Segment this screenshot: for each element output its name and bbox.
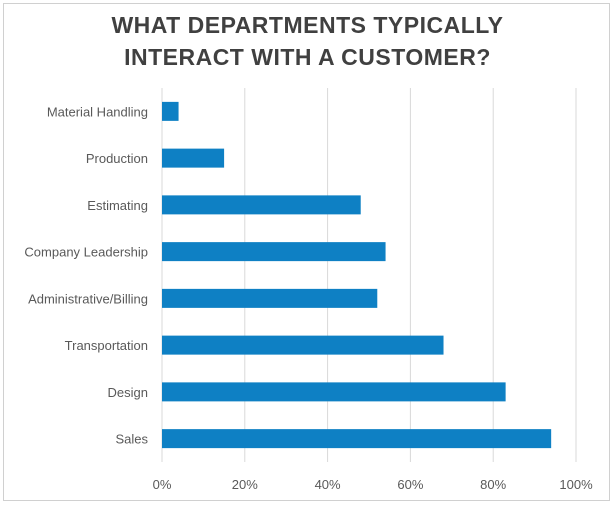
- category-label: Design: [108, 385, 148, 400]
- category-label: Material Handling: [47, 104, 148, 119]
- bar-design: [162, 382, 506, 402]
- x-tick-label: 80%: [480, 477, 506, 492]
- category-label: Estimating: [87, 198, 148, 213]
- x-tick-label: 40%: [315, 477, 341, 492]
- x-tick-label: 60%: [397, 477, 423, 492]
- bar-administrative-billing: [162, 288, 378, 308]
- bars: [162, 101, 552, 449]
- chart-title-line-1: WHAT DEPARTMENTS TYPICALLY: [111, 12, 504, 38]
- x-tick-label: 20%: [232, 477, 258, 492]
- chart-title-line-2: INTERACT WITH A CUSTOMER?: [124, 44, 491, 70]
- x-tick-label: 100%: [559, 477, 593, 492]
- bar-sales: [162, 429, 552, 449]
- gridlines: [161, 88, 577, 462]
- bar-transportation: [162, 335, 444, 355]
- category-label: Production: [86, 151, 148, 166]
- category-label: Administrative/Billing: [28, 291, 148, 306]
- bar-production: [162, 148, 225, 168]
- category-labels: Material Handling Production Estimating Com…: [24, 104, 148, 446]
- category-label: Sales: [115, 432, 148, 447]
- category-label: Company Leadership: [24, 245, 148, 260]
- x-tick-label: 0%: [153, 477, 172, 492]
- bar-company-leadership: [162, 242, 386, 262]
- bar-material-handling: [162, 101, 179, 121]
- bar-estimating: [162, 195, 361, 215]
- category-label: Transportation: [65, 338, 148, 353]
- x-tick-labels: 0% 20% 40% 60% 80% 100%: [153, 477, 593, 492]
